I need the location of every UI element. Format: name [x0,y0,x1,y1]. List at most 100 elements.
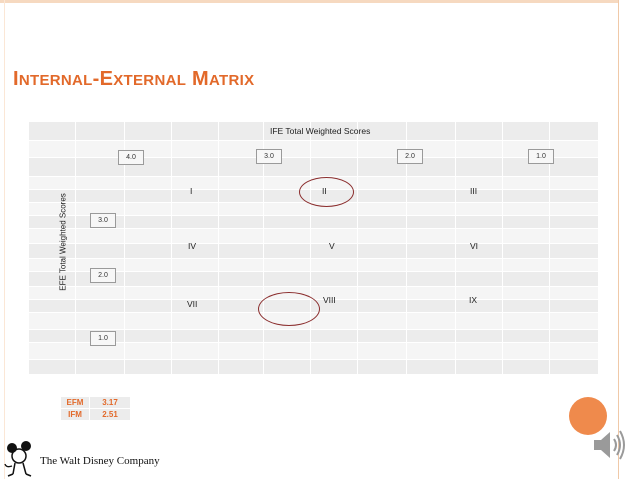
grid-cell [171,121,219,141]
grid-cell [549,202,599,216]
grid-cell [406,258,456,272]
grid-row [28,243,599,259]
grid-cell [75,286,125,300]
title-part: XTERNAL [113,72,187,89]
ife-tick: 2.0 [397,149,423,164]
grid-cell [406,202,456,216]
grid-row [28,121,599,141]
grid-cell [218,243,264,259]
grid-cell [357,243,407,259]
grid-cell [357,202,407,216]
cell-label: VIII [323,295,336,305]
grid-cell [357,299,407,313]
grid-cell [124,243,172,259]
grid-cell [310,140,358,158]
grid-cell [310,258,358,272]
grid-cell [549,228,599,244]
top-border [0,0,618,3]
grid-cell [124,312,172,330]
grid-cell [406,176,456,190]
grid-cell [455,228,503,244]
grid-cell [218,215,264,229]
grid-cell [455,140,503,158]
grid-cell [406,329,456,343]
grid-cell [124,215,172,229]
grid-row [28,329,599,343]
grid-cell [357,286,407,300]
grid-cell [28,243,76,259]
slide-title: INTERNAL-EXTERNAL MATRIX [13,56,254,93]
grid-cell [171,189,219,203]
grid-cell [218,342,264,360]
x-axis-label: IFE Total Weighted Scores [270,126,371,136]
grid-cell [171,299,219,313]
grid-cell [406,215,456,229]
left-border [4,0,5,479]
grid-cell [218,140,264,158]
grid-cell [357,258,407,272]
score-row: IFM 2.51 [60,408,131,421]
speaker-icon[interactable] [590,425,630,465]
grid-cell [263,329,311,343]
score-table: EFM 3.17 IFM 2.51 [60,396,131,421]
grid-cell [310,271,358,287]
grid-cell [75,176,125,190]
mickey-logo-icon [4,441,32,477]
grid-cell [124,202,172,216]
grid-cell [549,176,599,190]
grid-row [28,359,599,375]
grid-cell [357,121,407,141]
grid-cell [124,359,172,375]
cell-label: V [329,241,335,251]
grid-cell [310,243,358,259]
grid-cell [75,228,125,244]
grid-cell [218,359,264,375]
grid-cell [455,299,503,313]
grid-cell [455,215,503,229]
grid-cell [28,329,76,343]
grid-cell [502,271,550,287]
grid-cell [28,202,76,216]
grid-row [28,202,599,216]
grid-cell [171,271,219,287]
grid-row [28,342,599,360]
grid-cell [357,312,407,330]
grid-cell [28,121,76,141]
grid-cell [455,359,503,375]
highlight-oval [299,177,354,207]
grid-cell [406,243,456,259]
efe-tick: 1.0 [90,331,116,346]
grid-cell [28,299,76,313]
grid-cell [406,121,456,141]
grid-cell [218,228,264,244]
grid-row [28,228,599,244]
grid-cell [218,299,264,313]
grid-cell [502,202,550,216]
right-border [618,0,619,479]
orange-circle-icon [569,397,607,435]
grid-cell [263,271,311,287]
grid-cell [171,342,219,360]
grid-cell [218,121,264,141]
grid-cell [218,286,264,300]
grid-cell [549,189,599,203]
grid-cell [406,359,456,375]
ife-tick: 1.0 [528,149,554,164]
grid-cell [406,286,456,300]
grid-cell [357,189,407,203]
grid-cell [310,157,358,177]
grid-cell [357,342,407,360]
grid-cell [502,243,550,259]
grid-cell [28,189,76,203]
grid-cell [28,271,76,287]
grid-cell [455,271,503,287]
grid-cell [455,342,503,360]
grid-cell [502,215,550,229]
grid-cell [502,258,550,272]
grid-cell [502,329,550,343]
grid-cell [455,286,503,300]
grid-cell [357,359,407,375]
grid-cell [171,312,219,330]
grid-cell [549,215,599,229]
grid-cell [406,228,456,244]
